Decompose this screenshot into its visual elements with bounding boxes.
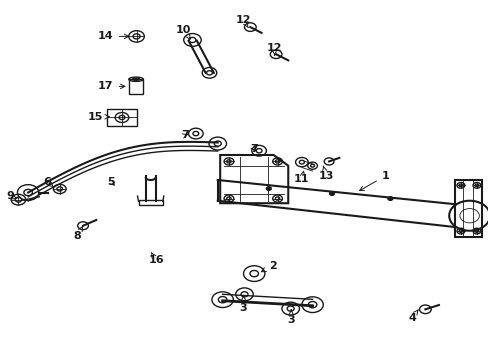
Circle shape xyxy=(329,192,334,195)
Text: 5: 5 xyxy=(107,177,114,187)
Text: 16: 16 xyxy=(148,253,163,265)
Text: 3: 3 xyxy=(239,296,247,313)
Circle shape xyxy=(387,197,392,201)
Text: 11: 11 xyxy=(293,171,309,184)
Text: 6: 6 xyxy=(43,177,54,187)
Text: 12: 12 xyxy=(266,43,282,55)
Text: 13: 13 xyxy=(318,166,333,181)
Text: 3: 3 xyxy=(287,310,294,325)
Circle shape xyxy=(266,187,271,190)
Text: 8: 8 xyxy=(73,226,82,242)
Text: 14: 14 xyxy=(98,31,128,41)
Text: 4: 4 xyxy=(407,310,417,323)
Text: 7: 7 xyxy=(181,130,189,140)
Text: 2: 2 xyxy=(261,261,276,272)
Text: 7: 7 xyxy=(250,144,258,154)
Text: 1: 1 xyxy=(359,171,388,190)
Text: 12: 12 xyxy=(235,15,251,28)
Text: 17: 17 xyxy=(98,81,124,91)
Text: 9: 9 xyxy=(6,191,17,201)
Text: 10: 10 xyxy=(176,25,191,39)
Text: 15: 15 xyxy=(87,112,109,122)
